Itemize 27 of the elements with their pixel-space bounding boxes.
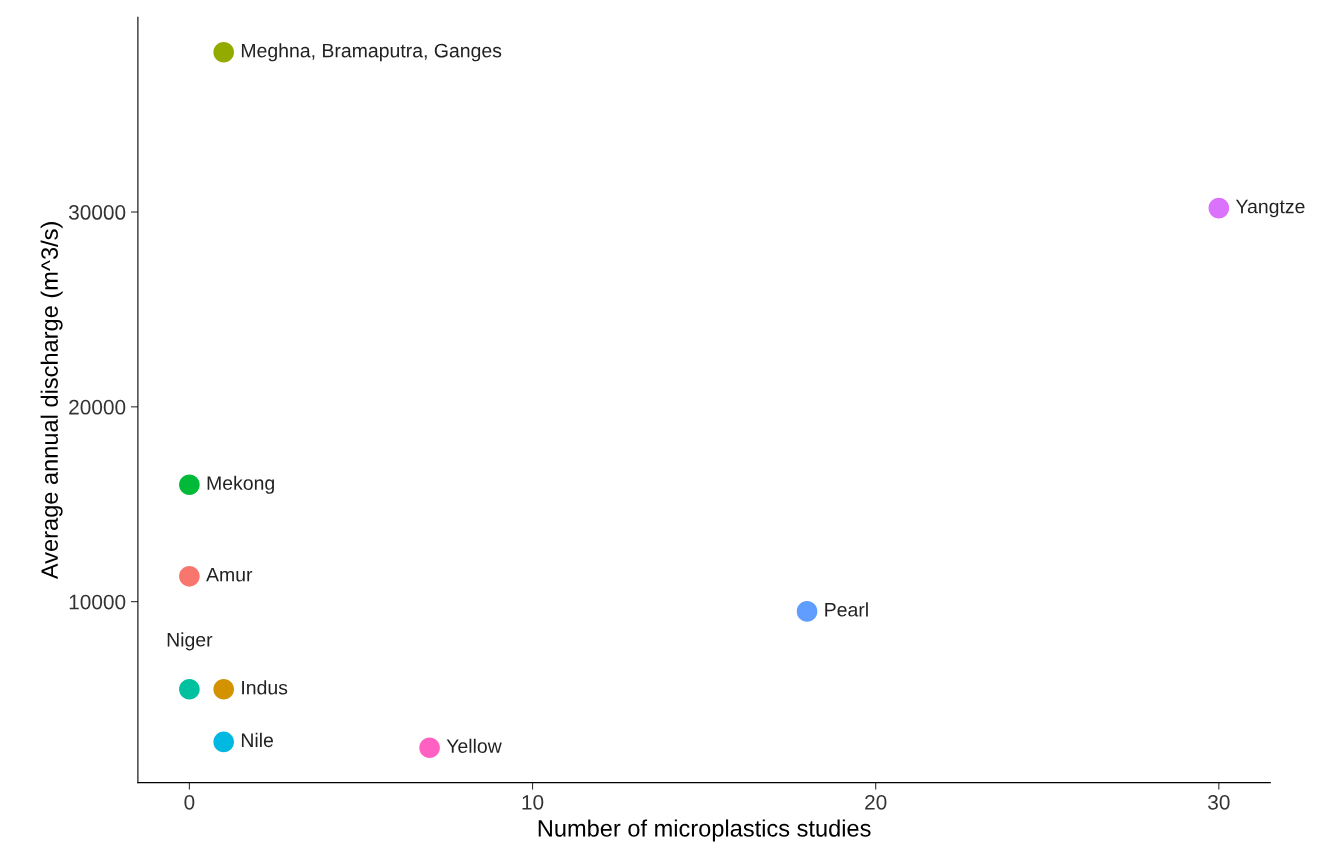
series-label: Yellow [446, 738, 502, 753]
series-label: Meghna, Bramaputra, Ganges [241, 43, 502, 62]
point [419, 737, 440, 759]
x-axis-title: Number of microplastics studies [538, 819, 871, 842]
series-label: Mekong [207, 475, 274, 494]
y-tick-label: 10000 [69, 594, 126, 610]
series-label: Niger [167, 632, 213, 651]
y-tick-label: 30000 [68, 205, 126, 220]
point [213, 41, 234, 63]
x-tick-label: 10 [522, 794, 544, 810]
point [179, 474, 200, 496]
point [796, 601, 818, 622]
y-axis-title: Average annual discharge (m^3/s) [40, 222, 63, 580]
point [213, 731, 234, 753]
x-tick-label: 30 [1208, 794, 1230, 810]
x-tick-label: 20 [865, 794, 887, 810]
y-tick-label: 20000 [69, 399, 126, 415]
series-label: Amur [206, 567, 253, 582]
series-label: Nile [241, 732, 273, 748]
x-tick-label: 0 [184, 794, 195, 810]
point [179, 566, 200, 587]
series-label: Yangtze [1235, 199, 1305, 218]
point [1208, 197, 1230, 219]
series-label: Pearl [825, 602, 868, 617]
series-label: Indus [242, 680, 288, 695]
point [179, 679, 200, 700]
point [213, 679, 234, 700]
